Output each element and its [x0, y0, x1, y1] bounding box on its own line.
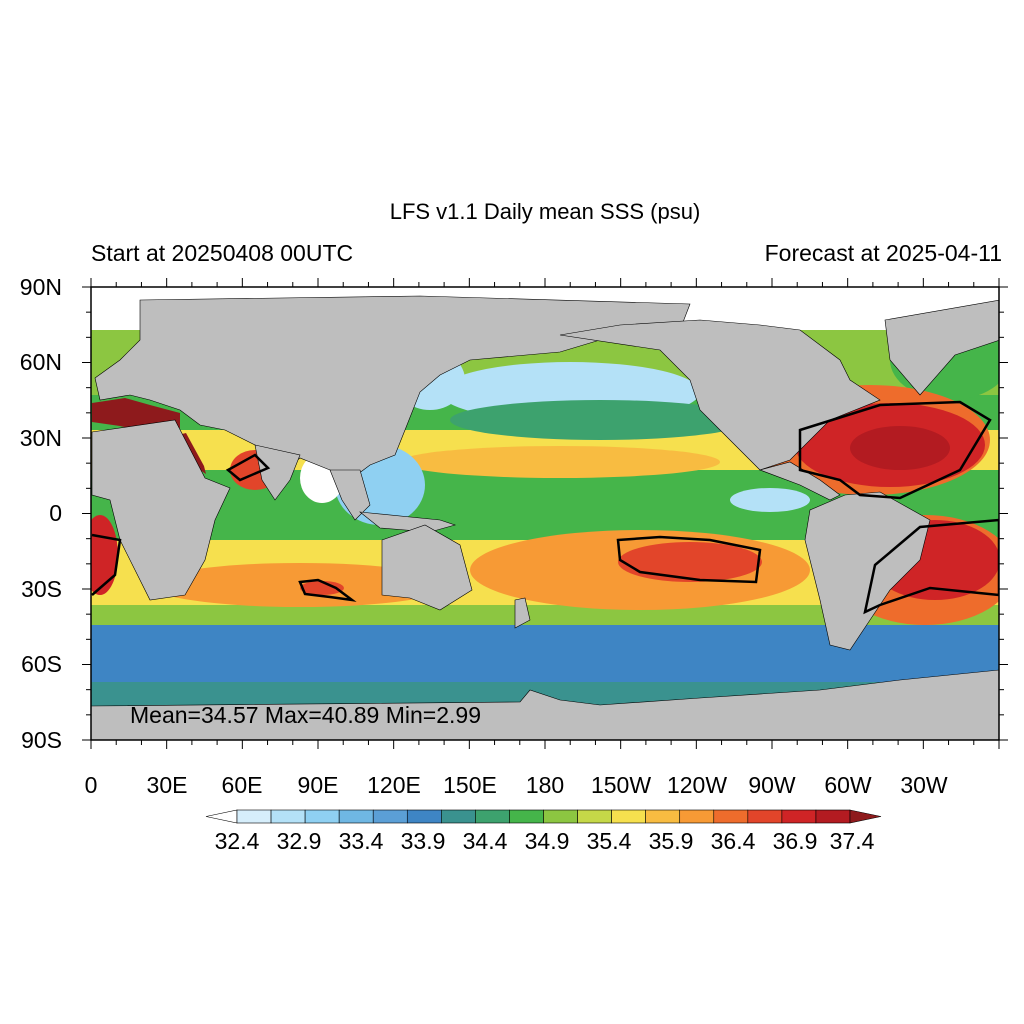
lat-label-0: 0: [49, 500, 62, 526]
contour-south-indian: [298, 578, 357, 602]
land-south-america: [804, 491, 931, 651]
colorbar-label: 35.4: [586, 828, 632, 854]
npac-green: [450, 400, 750, 440]
land-australia: [381, 524, 473, 611]
colorbar-swatch: [372, 809, 408, 824]
lon-label-90w: 90W: [748, 772, 796, 798]
colorbar: [205, 809, 882, 824]
colorbar-swatch: [236, 809, 272, 824]
land-antarctica: [91, 669, 999, 740]
spac-high: [618, 542, 762, 582]
colorbar-swatch: [781, 809, 817, 824]
colorbar-swatch: [815, 809, 851, 824]
lon-label-180: 180: [525, 772, 565, 798]
band-southern-ocean: [91, 625, 999, 690]
lon-label-60w: 60W: [824, 772, 872, 798]
colorbar-swatch: [270, 809, 306, 824]
lon-label-150w: 150W: [590, 772, 652, 798]
landmasses: [91, 295, 999, 740]
lat-label-60s: 60S: [21, 651, 62, 677]
colorbar-under-arrow: [205, 809, 238, 824]
lon-label-120w: 120W: [666, 772, 728, 798]
contour-north-atlantic: [798, 400, 992, 500]
lat-label-30n: 30N: [19, 425, 62, 451]
colorbar-over-arrow: [849, 809, 882, 824]
colorbar-swatch: [577, 809, 612, 824]
colorbar-swatch: [475, 809, 510, 824]
colorbar-swatch: [304, 809, 340, 824]
lon-label-30w: 30W: [900, 772, 948, 798]
contour-lines: [91, 400, 999, 615]
colorbar-label: 32.9: [276, 828, 322, 854]
axis-ticks: [82, 278, 1008, 749]
colorbar-label: 36.4: [710, 828, 756, 854]
lon-label-120e: 120E: [367, 772, 421, 798]
colorbar-label: 33.9: [400, 828, 446, 854]
colorbar-swatch: [713, 809, 749, 824]
land-newzealand: [514, 597, 531, 629]
sind-high: [300, 581, 344, 595]
colorbar-swatch: [611, 809, 646, 824]
land-india: [254, 444, 301, 501]
colorbar-label: 33.4: [338, 828, 384, 854]
colorbar-swatch: [406, 809, 442, 824]
land-africa: [91, 419, 231, 601]
lon-label-0: 0: [84, 772, 98, 798]
land-eurasia: [94, 295, 691, 481]
map-title: LFS v1.1 Daily mean SSS (psu): [389, 199, 701, 224]
lat-label-60n: 60N: [19, 349, 62, 375]
start-time-label: Start at 20250408 00UTC: [91, 240, 354, 266]
colorbar-swatch: [679, 809, 715, 824]
lon-label-60e: 60E: [221, 772, 263, 798]
colorbar-label: 34.4: [462, 828, 508, 854]
colorbar-label: 32.4: [214, 828, 260, 854]
map-field: [91, 287, 999, 740]
colorbar-swatch: [441, 809, 476, 824]
land-indonesia: [359, 511, 457, 533]
lon-label-150e: 150E: [443, 772, 497, 798]
lon-label-30e: 30E: [146, 772, 188, 798]
colorbar-label: 34.9: [524, 828, 570, 854]
colorbar-swatch: [645, 809, 681, 824]
colorbar-swatch: [747, 809, 783, 824]
epac-fresh: [730, 488, 810, 512]
colorbar-label: 36.9: [772, 828, 818, 854]
contour-south-atlantic: [863, 518, 999, 615]
lon-label-90e: 90E: [297, 772, 339, 798]
benguela: [91, 515, 118, 595]
npac-subtropic: [400, 446, 720, 478]
land-central-america: [759, 461, 841, 501]
colorbar-label: 37.4: [829, 828, 875, 854]
contour-benguela: [91, 533, 122, 596]
colorbar-swatch: [338, 809, 374, 824]
colorbar-swatch: [543, 809, 578, 824]
colorbar-label: 35.9: [648, 828, 694, 854]
field-statistics: Mean=34.57 Max=40.89 Min=2.99: [130, 702, 481, 728]
lat-label-30s: 30S: [21, 576, 62, 602]
contour-arabian-sea: [225, 453, 271, 482]
natl-core: [850, 426, 950, 470]
lat-label-90n: 90N: [19, 274, 62, 300]
contour-south-pacific: [616, 535, 762, 584]
colorbar-swatch: [509, 809, 544, 824]
land-greenland: [884, 299, 999, 396]
lat-label-90s: 90S: [21, 727, 62, 753]
forecast-time-label: Forecast at 2025-04-11: [764, 240, 1002, 266]
